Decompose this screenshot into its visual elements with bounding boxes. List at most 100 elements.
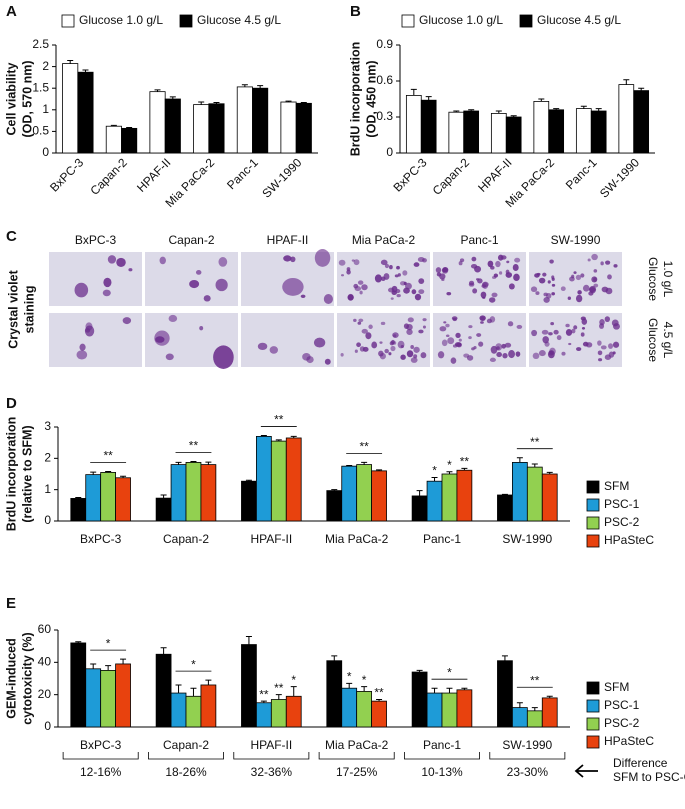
cell-stain: [547, 280, 551, 284]
cell-stain: [543, 297, 550, 303]
legend-label: PSC-2: [604, 515, 640, 529]
cell-stain: [471, 256, 477, 262]
bar: [270, 440, 287, 522]
error-bar: [546, 695, 553, 698]
legend-label: PSC-1: [604, 497, 640, 511]
cell-stain: [400, 354, 406, 360]
bar: [341, 465, 358, 522]
error-bar: [160, 647, 167, 655]
cell-stain: [418, 329, 424, 334]
error-bar: [595, 108, 602, 111]
y-axis-label: Cell viability: [4, 62, 18, 135]
note-text: Difference: [613, 756, 668, 770]
error-bar: [376, 699, 383, 702]
cell-stain: [575, 294, 583, 303]
significance-label: *: [191, 657, 196, 671]
error-bar: [510, 115, 517, 117]
error-bar: [285, 100, 292, 103]
bar: [326, 660, 343, 728]
y-axis-label: cytotoxicity (%): [20, 632, 34, 724]
legend-swatch: [586, 717, 600, 731]
error-bar: [580, 105, 587, 109]
bar: [155, 653, 172, 728]
cell-stain: [410, 344, 414, 349]
cell-stain: [488, 297, 496, 303]
cell-stain: [439, 273, 446, 280]
error-bar: [105, 665, 112, 671]
cell-stain: [496, 352, 502, 358]
cell-stain: [565, 323, 570, 328]
cell-stain: [478, 341, 484, 347]
cell-stain: [605, 260, 611, 265]
cell-stain: [418, 278, 425, 285]
column-label: BxPC-3: [75, 233, 117, 247]
cell-stain: [541, 329, 549, 335]
bar: [121, 127, 138, 154]
error-bar: [638, 87, 645, 91]
cell-stain: [359, 290, 363, 295]
legend-swatch: [586, 681, 600, 695]
cell-stain: [548, 332, 553, 336]
cell-stain: [582, 341, 589, 347]
bar: [405, 95, 422, 154]
y-axis-label: BrdU incorporation: [4, 417, 18, 532]
cell-stain: [269, 346, 279, 354]
cell-stain: [313, 337, 326, 348]
note-arrow: [574, 764, 598, 778]
cell-stain: [456, 342, 462, 348]
y-tick-label: 0: [386, 145, 393, 159]
cell-stain: [508, 283, 515, 290]
bar: [633, 90, 650, 154]
bar: [512, 462, 528, 522]
y-axis-label: (relative to SFM): [20, 425, 34, 522]
bar: [115, 477, 131, 522]
cell-stain: [468, 325, 473, 329]
bar: [590, 110, 607, 154]
cell-stain: [283, 255, 292, 262]
error-bar: [175, 461, 182, 465]
bar: [411, 671, 428, 728]
cell-stain: [565, 328, 573, 336]
error-bar: [546, 471, 553, 474]
legend-label: Glucose 4.5 g/L: [197, 13, 281, 27]
cell-stain: [480, 291, 487, 299]
cell-stain: [76, 350, 88, 360]
y-tick-label: 0.5: [32, 124, 49, 138]
difference-label: 32-36%: [251, 765, 293, 779]
significance-label: **: [189, 439, 199, 453]
error-bar: [105, 470, 112, 473]
x-tick-label: BxPC-3: [47, 155, 86, 194]
cell-stain: [347, 294, 354, 301]
cell-stain: [495, 260, 501, 268]
significance-label: **: [274, 413, 284, 427]
x-tick-label: Panc-1: [423, 532, 461, 546]
cell-stain: [374, 274, 382, 283]
bar: [448, 111, 465, 154]
cell-stain: [391, 290, 397, 296]
cell-stain: [365, 332, 372, 340]
error-bar: [346, 465, 353, 467]
error-bar: [120, 475, 127, 478]
error-bar: [290, 686, 297, 697]
bar: [490, 113, 507, 154]
difference-label: 12-16%: [80, 765, 122, 779]
cell-stain: [514, 257, 521, 263]
cell-stain: [314, 249, 331, 267]
cell-stain: [473, 346, 477, 350]
cell-stain: [508, 350, 516, 359]
bar: [170, 692, 187, 728]
cell-stain: [411, 289, 417, 295]
cell-stain: [400, 344, 404, 348]
x-tick-label: SW-1990: [259, 155, 304, 200]
bar: [77, 71, 94, 154]
cell-stain: [573, 271, 577, 275]
error-bar: [126, 127, 133, 129]
bar: [526, 466, 543, 522]
bar: [426, 692, 443, 728]
error-bar: [361, 461, 368, 465]
bar: [426, 480, 443, 522]
error-bar: [516, 702, 523, 708]
cell-stain: [422, 318, 427, 322]
cell-stain: [512, 263, 519, 272]
significance-label: **: [103, 449, 113, 463]
